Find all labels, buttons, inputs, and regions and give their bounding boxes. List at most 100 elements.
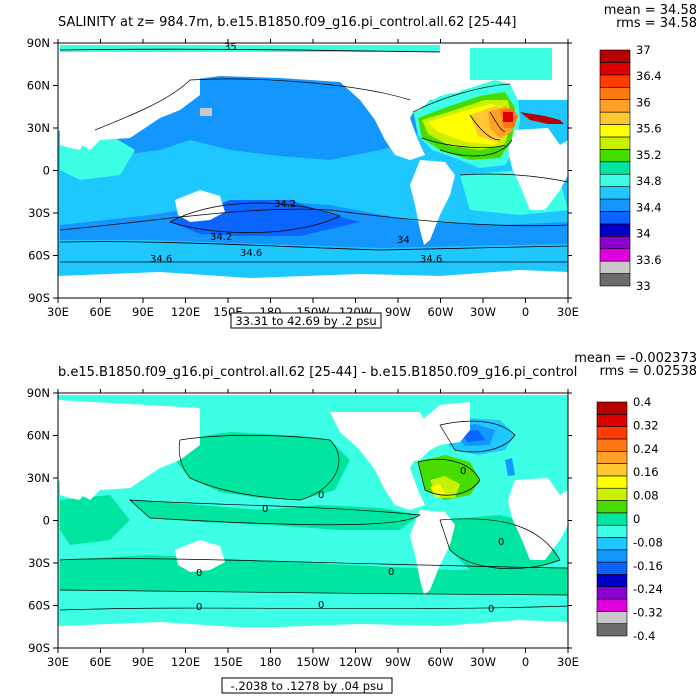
north-america (330, 62, 430, 160)
india (60, 480, 85, 500)
contour-label: 34.6 (240, 248, 262, 259)
colorbar-swatch (599, 260, 631, 274)
y-tick-label: 90N (27, 36, 50, 50)
colorbar-swatch (596, 574, 628, 588)
colorbar-swatch (599, 124, 631, 138)
australia (175, 540, 225, 572)
panel2-title: b.e15.B1850.f09_g16.pi_control.all.62 [2… (58, 365, 577, 380)
colorbar-label: -0.32 (633, 606, 663, 620)
colorbar-label: 0.24 (633, 442, 659, 456)
colorbar-swatch (596, 414, 628, 427)
arctic-band (60, 45, 440, 52)
colorbar-label: 0.16 (633, 465, 659, 479)
y-tick-label: 30N (27, 121, 50, 135)
colorbar-swatch (596, 537, 628, 551)
colorbar-swatch (599, 49, 631, 63)
africa (508, 478, 568, 560)
x-tick-label: 30W (470, 655, 496, 669)
colorbar-swatch (596, 598, 628, 612)
x-tick-label: 30E (557, 305, 579, 319)
x-tick-label: 150W (296, 655, 329, 669)
x-tick-label: 60W (427, 305, 453, 319)
y-tick-label: 0 (43, 164, 50, 178)
x-tick-label: 60E (90, 655, 112, 669)
panel1-footer: 33.31 to 42.69 by .2 psu (235, 314, 376, 328)
contour-label: 35 (224, 42, 237, 53)
panel2-map: 0 0 0 0 0 0 0 0 0 (58, 393, 568, 648)
y-tick-label: 90S (28, 291, 50, 305)
india (60, 130, 85, 150)
colorbar-swatch (596, 500, 628, 514)
colorbar-swatch (599, 273, 631, 287)
colorbar-swatch (599, 248, 631, 262)
contour-label: 0 (196, 568, 202, 579)
x-tick-label: 120W (339, 655, 372, 669)
panel-salinity: SALINITY at z= 984.7m, b.e15.B1850.f09_g… (27, 3, 697, 329)
colorbar-swatch (599, 186, 631, 200)
colorbar-label: 0.4 (633, 395, 651, 409)
north-america (330, 412, 430, 510)
panel1-map: 35 34.2 34.2 34.6 34 34.6 34.6 (58, 42, 568, 298)
contour-label: 34.2 (274, 199, 296, 210)
contour-label: 0 (262, 504, 268, 515)
colorbar-swatch (596, 438, 628, 452)
panel1-title: SALINITY at z= 984.7m, b.e15.B1850.f09_g… (58, 15, 516, 30)
colorbar-swatch (596, 426, 628, 440)
panel2-footer-box (221, 677, 393, 694)
colorbar-label: -0.08 (633, 535, 663, 549)
colorbar-label: 35.6 (636, 122, 662, 136)
contour-label: 0 (498, 537, 504, 548)
x-tick-label: 90E (132, 305, 154, 319)
panel-difference: b.e15.B1850.f09_g16.pi_control.all.62 [2… (27, 351, 697, 694)
gulf-hotspot (430, 484, 445, 498)
colorbar-swatch (599, 223, 631, 237)
y-tick-label: 60N (27, 79, 50, 93)
panel1-colorbar: 33 33.6 34 34.4 34.8 35.2 35.6 36 36.4 37 (599, 43, 662, 293)
colorbar-label: -0.16 (633, 559, 663, 573)
colorbar-label: 33 (636, 279, 651, 293)
y-tick-label: 90N (27, 386, 50, 400)
colorbar-swatch (599, 211, 631, 225)
contour-label: 0 (318, 490, 324, 501)
y-tick-label: 30S (28, 206, 50, 220)
x-tick-label: 30E (557, 655, 579, 669)
colorbar-swatch (596, 487, 628, 501)
colorbar-swatch (599, 161, 631, 175)
colorbar-swatch (599, 236, 631, 250)
colorbar-swatch (596, 561, 628, 575)
contour-label: 34.2 (210, 232, 232, 243)
panel2-footer: -.2038 to .1278 by .04 psu (231, 679, 384, 693)
colorbar-swatch (596, 623, 628, 637)
colorbar-label: 34.4 (636, 200, 662, 214)
colorbar-swatch (596, 512, 628, 526)
eurasia (58, 52, 200, 150)
colorbar-label: 36 (636, 95, 651, 109)
africa (508, 128, 568, 210)
colorbar-swatch (599, 74, 631, 88)
y-tick-label: 60S (28, 249, 50, 263)
colorbar-label: -0.24 (633, 582, 663, 596)
x-tick-label: 30E (47, 305, 69, 319)
equatorial-positive (130, 500, 420, 530)
colorbar-swatch (596, 524, 628, 538)
south-america (410, 160, 455, 245)
panel2-axes: 30E 60E 90E 120E 150E 180 150W 120W 90W 60W 30W 0 30… (27, 386, 579, 669)
y-tick-label: 60N (27, 429, 50, 443)
colorbar-swatch (599, 136, 631, 150)
colorbar-swatch (599, 62, 631, 76)
colorbar-label: 33.6 (636, 253, 662, 267)
x-tick-label: 0 (522, 655, 529, 669)
x-tick-label: 30E (47, 655, 69, 669)
contour-label: 0 (488, 604, 494, 615)
southern-band-34-6 (60, 240, 568, 262)
x-tick-label: 150E (213, 655, 242, 669)
colorbar-label: 0 (633, 512, 640, 526)
x-tick-label: 0 (522, 305, 529, 319)
colorbar-swatch (596, 450, 628, 464)
colorbar-label: 0.32 (633, 418, 659, 432)
colorbar-swatch (596, 586, 628, 600)
panel2-mean: mean = -0.002373 (574, 351, 697, 366)
x-tick-label: 180 (260, 655, 282, 669)
panel2-colorbar: -0.4 -0.32 -0.24 -0.16 -0.08 0 0.08 0.16 0.24 0.3… (596, 395, 663, 643)
